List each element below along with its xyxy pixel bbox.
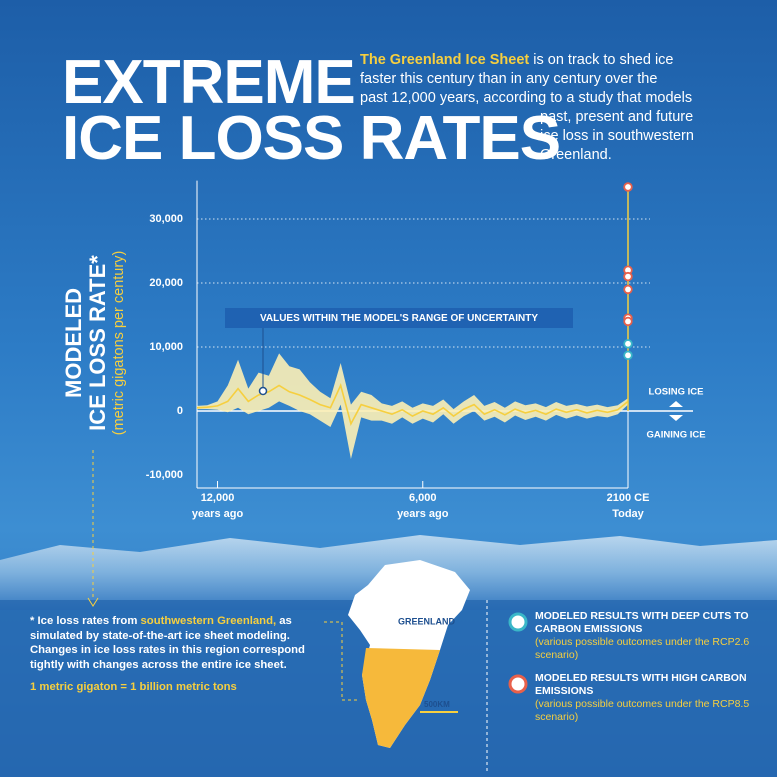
legend-marker	[508, 612, 528, 632]
y-label: ICE LOSS RATE*	[85, 255, 110, 431]
legend-note: (various possible outcomes under the RCP…	[535, 698, 750, 723]
x-tick-sublabel: years ago	[397, 508, 449, 520]
intro-line: Greenland.	[540, 147, 612, 163]
projection-point	[623, 339, 633, 349]
intro-line: past, present and future	[540, 109, 694, 125]
down-arrow	[669, 415, 683, 421]
intro-highlight: The Greenland Ice Sheet	[360, 52, 530, 68]
intro-text: is on track to shed ice	[533, 52, 674, 68]
y-tick-label: -10,000	[146, 469, 183, 481]
y-tick-label: 30,000	[149, 213, 183, 225]
projection-point	[623, 284, 633, 295]
uncertainty-band	[197, 353, 628, 459]
projection-point	[623, 350, 633, 361]
footnote: * Ice loss rates from southwestern Green…	[30, 614, 320, 695]
x-tick-label: 6,000	[409, 492, 437, 504]
y-tick-label: 20,000	[149, 277, 183, 289]
legend-entry: MODELED RESULTS WITH HIGH CARBON EMISSIO…	[535, 672, 755, 724]
map-scale: 500KM	[424, 700, 450, 709]
title: EXTREME	[62, 48, 356, 117]
model-line	[196, 383, 629, 426]
arrow	[87, 597, 99, 607]
southwest-region	[362, 648, 440, 748]
up-arrow	[669, 401, 683, 407]
legend-entry: MODELED RESULTS WITH DEEP CUTS TO CARBON…	[535, 610, 755, 662]
dashed-connector	[324, 621, 360, 701]
losing-label: LOSING ICE	[649, 387, 704, 398]
y-axis-label: MODELED ICE LOSS RATE* (metric gigatons pe…	[61, 251, 127, 436]
title: ICE LOSS RATES	[62, 104, 561, 173]
y-label-unit: (metric gigatons per century)	[111, 251, 127, 436]
map-label: GREENLAND	[398, 616, 456, 626]
x-tick-sublabel: Today	[612, 508, 644, 520]
intro-line: past 12,000 years, according to a study …	[360, 90, 693, 106]
intro-line: ice loss in southwestern	[540, 128, 694, 144]
y-tick-label: 0	[177, 405, 183, 417]
footnote-highlight: southwestern Greenland,	[140, 615, 277, 627]
projection-point	[623, 182, 633, 192]
legend-label: MODELED RESULTS WITH DEEP CUTS TO CARBON…	[535, 610, 749, 635]
footnote-text: as simulated by state-of-the-art ice she…	[30, 615, 305, 671]
conversion: 1 metric gigaton = 1 billion metric tons	[30, 681, 237, 694]
legend-label: MODELED RESULTS WITH HIGH CARBON EMISSIO…	[535, 672, 747, 697]
annotation-dot	[258, 386, 268, 396]
annotation-box	[225, 308, 573, 328]
intro-line: faster this century than in any century …	[360, 71, 658, 87]
y-tick-label: 10,000	[149, 341, 183, 353]
projection-point	[623, 271, 633, 282]
x-tick-label: 12,000	[201, 492, 235, 504]
projection-point	[623, 316, 633, 327]
y-label: MODELED	[61, 288, 86, 398]
legend-note: (various possible outcomes under the RCP…	[535, 636, 750, 661]
annotation: VALUES WITHIN THE MODEL'S RANGE OF UNCER…	[260, 313, 538, 324]
intro-line: The Greenland Ice Sheet is on track to s…	[360, 52, 674, 68]
x-tick-label: 2100 CE	[607, 492, 650, 504]
x-tick-sublabel: years ago	[192, 508, 244, 520]
footnote-text: * Ice loss rates from	[30, 615, 138, 627]
legend-marker	[508, 674, 528, 694]
gaining-label: GAINING ICE	[646, 430, 705, 441]
